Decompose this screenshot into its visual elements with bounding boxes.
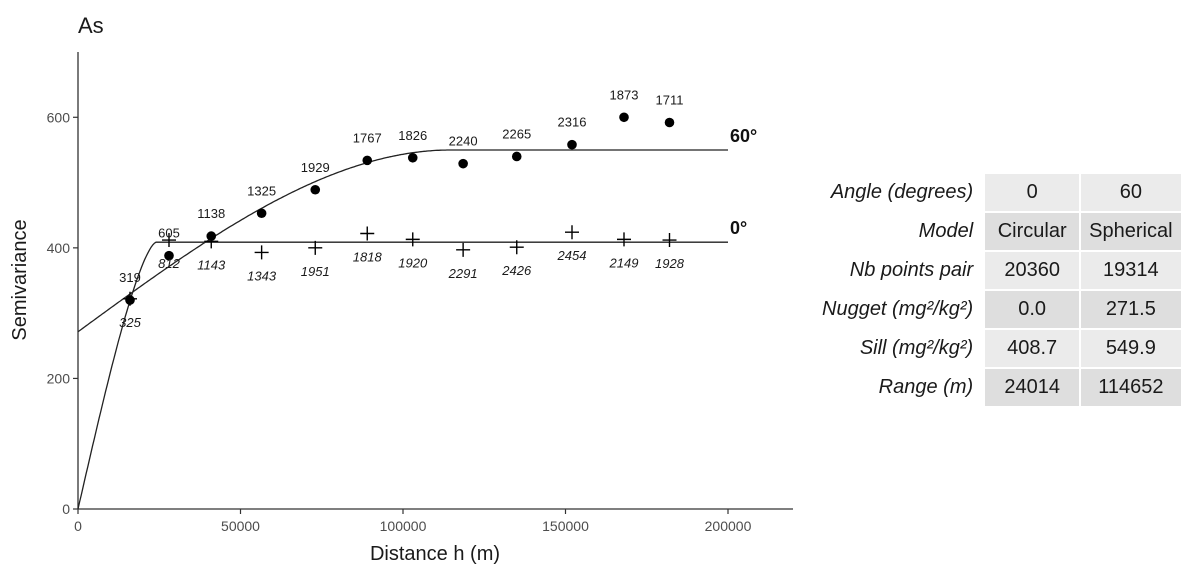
y-tick-label: 600 — [47, 109, 71, 125]
point-0deg — [456, 242, 471, 257]
point-0deg — [509, 240, 524, 255]
pair-count-label-60deg: 1873 — [610, 87, 639, 102]
row-label: Nb points pair — [814, 252, 984, 289]
table-cell: Spherical — [1081, 213, 1181, 250]
pair-count-label-60deg: 1826 — [398, 128, 427, 143]
row-label: Angle (degrees) — [814, 174, 984, 211]
variogram-chart: As 0 200 400 600 0 50000 100000 150000 200000 60… — [9, 13, 793, 565]
point-60deg — [310, 184, 321, 195]
point-0deg — [360, 226, 375, 241]
x-tick-label: 150000 — [542, 518, 589, 534]
chart-title: As — [78, 13, 104, 38]
pair-count-label-60deg: 1138 — [197, 206, 225, 221]
point-0deg — [204, 234, 219, 249]
pair-count-label-60deg: 2240 — [449, 134, 478, 149]
table-row: Nb points pair 20360 19314 — [814, 252, 1181, 289]
table-cell: 20360 — [985, 252, 1080, 289]
point-0deg — [123, 291, 137, 306]
x-tick-label: 50000 — [221, 518, 260, 534]
table-cell: 19314 — [1081, 252, 1181, 289]
y-axis-label: Semivariance — [9, 219, 31, 340]
y-tick-label: 200 — [47, 370, 71, 386]
curve-direction-label: 60° — [730, 126, 757, 146]
point-60deg — [458, 158, 468, 169]
table-cell: 114652 — [1081, 369, 1181, 406]
pair-count-label-60deg: 1325 — [247, 183, 276, 198]
point-0deg — [308, 240, 323, 255]
point-60deg — [256, 208, 267, 219]
model-curve — [77, 149, 728, 333]
x-tick-label: 100000 — [380, 518, 427, 534]
point-0deg — [254, 245, 269, 260]
model-curves: 60° 0° — [77, 126, 757, 510]
point-0deg — [405, 232, 420, 247]
point-60deg — [362, 155, 373, 166]
x-axis-label: Distance h (m) — [370, 543, 500, 565]
row-label: Nugget (mg²/kg²) — [814, 291, 984, 328]
pair-count-label-0deg: 2454 — [557, 248, 587, 263]
pair-count-label-0deg: 812 — [158, 256, 180, 271]
table-cell: 408.7 — [985, 330, 1080, 367]
row-label: Range (m) — [814, 369, 984, 406]
model-curve — [77, 241, 728, 510]
pair-count-label-0deg: 1951 — [301, 264, 330, 279]
table-cell: 24014 — [985, 369, 1080, 406]
pair-count-label-0deg: 1818 — [353, 249, 383, 264]
point-60deg — [164, 250, 174, 261]
point-60deg — [567, 139, 577, 150]
table-cell: 60 — [1081, 174, 1181, 211]
pair-count-label-0deg: 1143 — [197, 257, 226, 272]
table-cell: Circular — [985, 213, 1080, 250]
table-row: Range (m) 24014 114652 — [814, 369, 1181, 406]
table-cell: 0.0 — [985, 291, 1080, 328]
pair-count-label-0deg: 325 — [119, 315, 141, 330]
point-60deg — [619, 112, 629, 123]
variogram-parameters-table: Angle (degrees) 0 60 Model Circular Spherical… — [812, 172, 1183, 408]
axes: 0 200 400 600 0 50000 100000 150000 200000 — [47, 52, 793, 534]
y-tick-label: 400 — [47, 240, 71, 256]
pair-count-label-60deg: 319 — [119, 270, 141, 285]
pair-count-label-60deg: 1929 — [301, 160, 330, 175]
table-cell: 549.9 — [1081, 330, 1181, 367]
table-row: Nugget (mg²/kg²) 0.0 271.5 — [814, 291, 1181, 328]
x-tick-label: 200000 — [705, 518, 752, 534]
pair-count-label-60deg: 1711 — [656, 93, 684, 108]
table-row: Angle (degrees) 0 60 — [814, 174, 1181, 211]
y-tick-label: 0 — [62, 501, 70, 517]
pair-count-label-0deg: 1343 — [247, 268, 277, 283]
pair-count-label-60deg: 2265 — [502, 126, 531, 141]
pair-count-label-0deg: 2426 — [501, 263, 532, 278]
curve-direction-label: 0° — [730, 218, 747, 238]
point-60deg — [511, 151, 522, 162]
point-60deg — [407, 152, 418, 163]
point-0deg — [662, 233, 677, 248]
pair-count-label-0deg: 1920 — [398, 255, 428, 270]
table-cell: 271.5 — [1081, 291, 1181, 328]
point-0deg — [565, 225, 579, 240]
row-label: Sill (mg²/kg²) — [814, 330, 984, 367]
x-tick-label: 0 — [74, 518, 82, 534]
point-0deg — [617, 232, 631, 247]
table-row: Sill (mg²/kg²) 408.7 549.9 — [814, 330, 1181, 367]
table-row: Model Circular Spherical — [814, 213, 1181, 250]
row-label: Model — [814, 213, 984, 250]
pair-count-label-0deg: 2149 — [609, 255, 639, 270]
pair-count-label-60deg: 1767 — [353, 130, 382, 145]
pair-count-label-60deg: 2316 — [558, 115, 587, 130]
point-60deg — [664, 117, 675, 128]
point-0deg — [162, 233, 176, 248]
table-cell: 0 — [985, 174, 1080, 211]
pair-count-label-0deg: 1928 — [655, 256, 685, 271]
pair-count-label-0deg: 2291 — [448, 266, 478, 281]
